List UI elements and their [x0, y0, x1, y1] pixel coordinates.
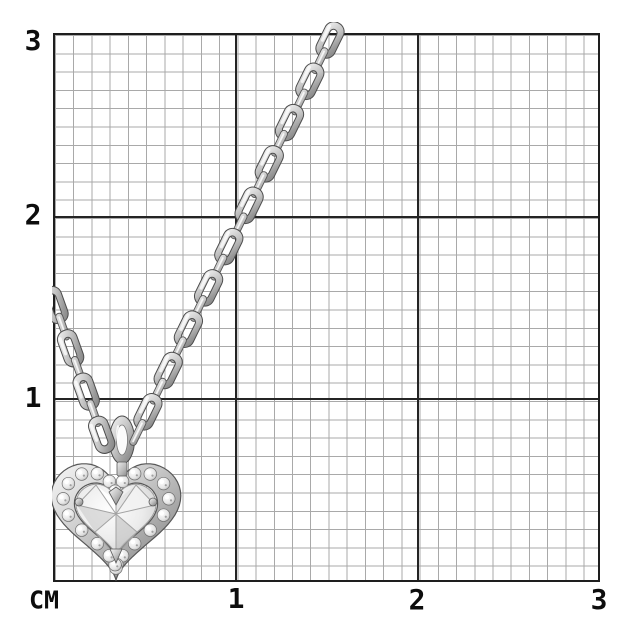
y-axis-label-3cm: 3: [24, 24, 42, 57]
x-axis-label-3cm: 3: [590, 583, 608, 616]
grid-cm-line-horizontal-2: [55, 216, 598, 218]
chain-right-strand: [129, 22, 345, 446]
grid-cm-line-vertical-2: [417, 35, 419, 580]
chain-left-strand: [52, 285, 116, 454]
x-axis-label-2cm: 2: [408, 583, 426, 616]
x-axis-label-1cm: 1: [227, 582, 245, 615]
pendant-heart-halo: [52, 463, 182, 581]
y-axis-label-2cm: 2: [24, 198, 42, 231]
y-axis-label-1cm: 1: [24, 381, 42, 414]
unit-label-cm: СМ: [28, 585, 60, 615]
grid-cm-line-vertical-1: [235, 35, 237, 580]
pendant-bail: [109, 415, 135, 477]
heart-crystal: [75, 483, 157, 557]
grid-cm-line-horizontal-1: [55, 398, 598, 400]
